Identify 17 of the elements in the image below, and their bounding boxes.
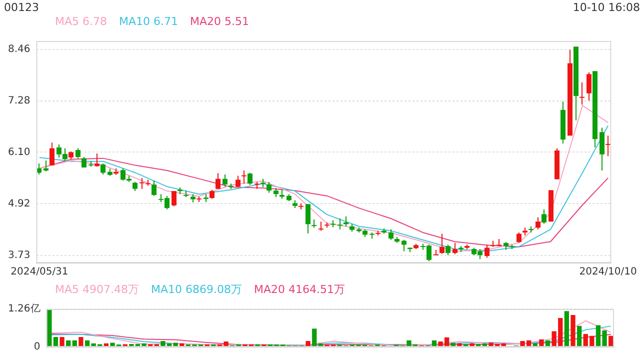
y-tick-label: 7.28: [8, 95, 30, 106]
text: MA20 4164.51万: [254, 283, 345, 297]
chart-title: 00123: [4, 0, 39, 15]
text: MA5 6.78: [55, 15, 108, 29]
text: MA5 4907.48万: [55, 283, 139, 297]
x-tick-label: 2024/10/10: [579, 266, 637, 278]
y-tick-label: 6.10: [8, 146, 30, 158]
text: MA10 6869.08万: [151, 283, 242, 297]
text: MA10 6.71: [119, 15, 178, 29]
y-tick-label: 1.26亿: [8, 304, 40, 315]
text: MA20 5.51: [190, 15, 250, 29]
y-tick-label: 0: [34, 342, 40, 353]
y-tick-label: 4.92: [8, 198, 30, 210]
text: 10-10 16:08: [572, 0, 640, 15]
x-tick-label: 2024/05/31: [10, 266, 68, 278]
y-tick-label: 3.73: [8, 250, 30, 262]
y-tick-label: 8.46: [8, 44, 30, 55]
